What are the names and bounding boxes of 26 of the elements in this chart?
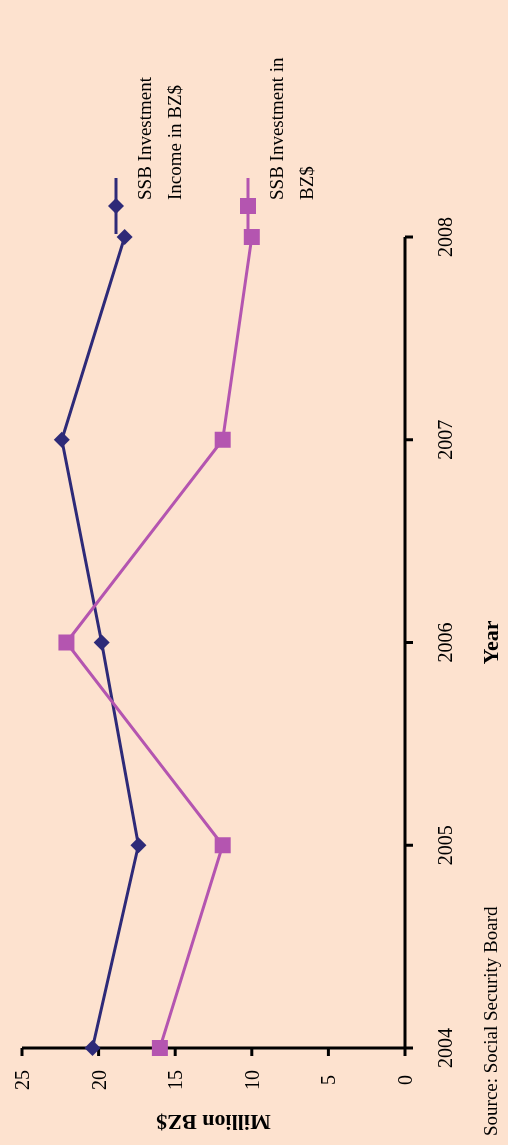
x-tick-label: 5 [317,1075,340,1085]
point [84,1040,101,1056]
y-tick-label: 2008 [434,217,456,257]
text: SSB Investment in BZ$ [265,56,318,200]
point [53,431,70,448]
point [116,229,133,245]
y-tick-label: 2007 [434,419,456,460]
point [214,837,231,854]
source-note: Source: Social Security Board [479,905,502,1136]
point [93,634,110,651]
point [214,431,231,448]
x-tick-label: 0 [394,1075,416,1085]
y-tick-label: 2005 [434,825,456,866]
text: SSB Investment Income in BZ$ [133,76,186,200]
x-tick-label: 15 [164,1070,187,1090]
point [243,229,260,245]
y-tick-label: 2006 [434,622,456,663]
x-axis-title: Million BZ$ [156,1109,271,1135]
point [130,837,147,854]
y-tick-label: 2004 [434,1028,456,1068]
x-tick-label: 25 [11,1070,33,1090]
point [151,1040,168,1056]
point [58,634,75,651]
x-tick-label: 10 [240,1070,263,1090]
y-axis-title: Year [477,620,503,665]
x-tick-label: 20 [87,1070,110,1090]
